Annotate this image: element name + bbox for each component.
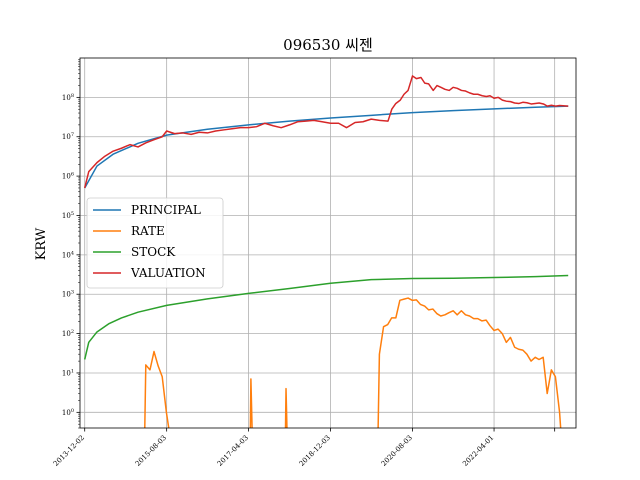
legend-label-rate: RATE: [131, 224, 165, 238]
x-tick-label: 2013-12-02: [52, 434, 86, 468]
series-group: [83, 75, 569, 428]
y-tick-label: 104: [62, 250, 74, 259]
x-tick-label: 2018-12-03: [298, 434, 332, 468]
y-tick-label: 107: [62, 132, 74, 141]
y-tick-label: 101: [62, 368, 74, 377]
legend: PRINCIPAL RATE STOCK VALUATION: [86, 197, 224, 289]
series-line-stock: [83, 274, 569, 360]
y-tick-label: 103: [62, 290, 74, 299]
legend-label-valuation: VALUATION: [130, 266, 206, 280]
y-tick-label: 102: [62, 329, 74, 338]
x-tick-label: 2015-08-03: [134, 434, 168, 468]
x-tick-label: 2017-04-03: [216, 434, 250, 468]
x-tick-label: 2022-04-01: [461, 434, 495, 468]
x-tick-label: 2020-08-03: [380, 434, 414, 468]
y-axis-label: KRW: [34, 227, 49, 260]
chart-title: 096530 씨젠: [283, 36, 373, 54]
y-tick-label: 100: [62, 408, 74, 417]
y-tick-label: 106: [62, 172, 74, 181]
series-line-valuation: [83, 75, 569, 189]
legend-label-principal: PRINCIPAL: [131, 203, 201, 217]
legend-box: [86, 197, 224, 289]
series-line-rate: [144, 297, 562, 428]
legend-label-stock: STOCK: [131, 245, 176, 259]
y-tick-label: 108: [62, 93, 74, 102]
series-line-principal: [84, 105, 569, 189]
y-tick-label: 105: [62, 211, 74, 220]
